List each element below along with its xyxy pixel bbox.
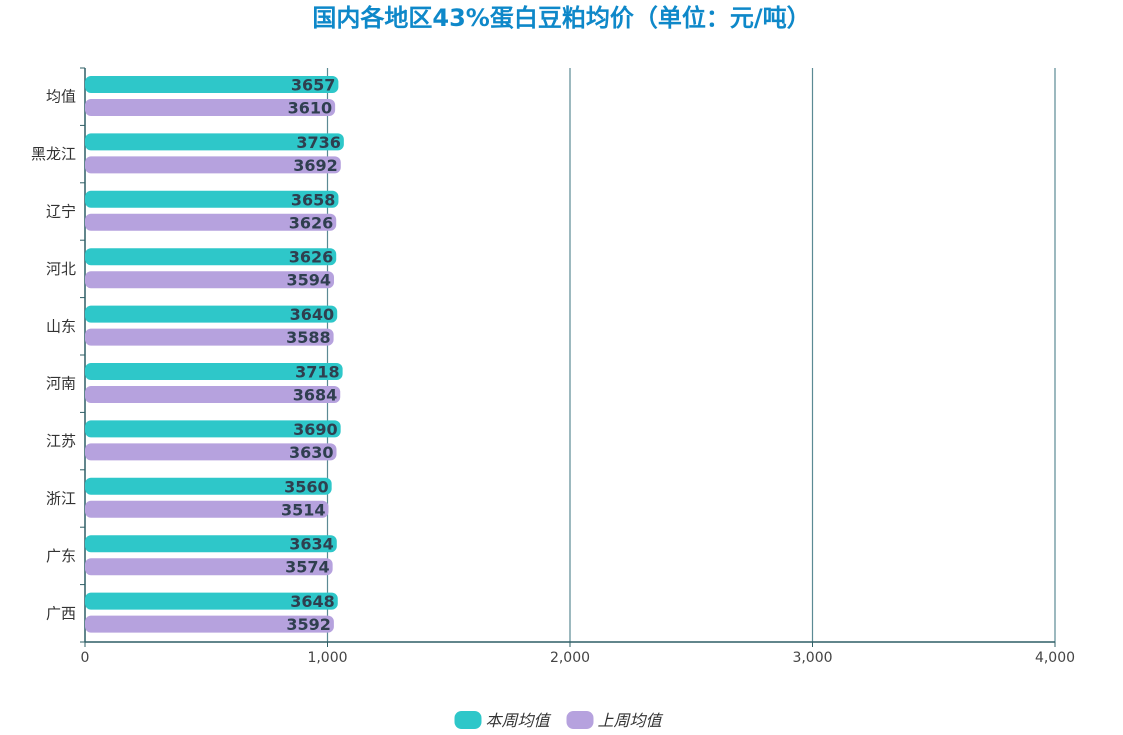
category-label: 均值 <box>46 88 76 106</box>
data-label: 3560 <box>284 477 329 496</box>
bar-this-week[interactable] <box>85 76 339 93</box>
data-label: 3692 <box>293 156 338 175</box>
category-label: 辽宁 <box>46 203 76 221</box>
category-label: 河北 <box>46 260 76 278</box>
data-label: 3657 <box>291 76 336 95</box>
data-label: 3630 <box>289 443 334 462</box>
data-label: 3588 <box>286 328 331 347</box>
category-label: 广西 <box>46 604 76 622</box>
data-label: 3640 <box>290 305 335 324</box>
bar-this-week[interactable] <box>85 305 338 323</box>
legend-label[interactable]: 上周均值 <box>598 711 664 730</box>
category-label: 广东 <box>46 547 76 565</box>
bar-last-week[interactable] <box>85 443 337 461</box>
x-tick-label: 3,000 <box>792 650 832 666</box>
legend-swatch[interactable] <box>454 711 482 729</box>
category-label: 浙江 <box>46 490 76 508</box>
bar-this-week[interactable] <box>85 420 341 438</box>
bar-last-week[interactable] <box>85 386 341 403</box>
data-label: 3648 <box>290 592 335 611</box>
bar-last-week[interactable] <box>85 99 336 116</box>
bar-last-week[interactable] <box>85 500 329 518</box>
data-label: 3514 <box>281 500 326 519</box>
data-label: 3690 <box>293 420 338 439</box>
data-label: 3718 <box>295 363 340 382</box>
data-label: 3626 <box>289 248 334 267</box>
data-label: 3574 <box>285 558 330 577</box>
category-label: 黑龙江 <box>31 145 76 163</box>
bar-last-week[interactable] <box>85 213 337 231</box>
bar-this-week[interactable] <box>85 477 332 495</box>
bar-last-week[interactable] <box>85 558 333 576</box>
data-label: 3626 <box>289 213 334 232</box>
x-tick-label: 0 <box>81 650 90 666</box>
x-tick-label: 2,000 <box>550 650 590 666</box>
category-label: 江苏 <box>46 432 76 450</box>
category-label: 河南 <box>46 375 76 393</box>
legend-label[interactable]: 本周均值 <box>486 711 552 730</box>
bar-this-week[interactable] <box>85 133 344 151</box>
legend-swatch[interactable] <box>566 711 594 729</box>
x-tick-label: 1,000 <box>307 650 347 666</box>
data-label: 3634 <box>289 535 334 554</box>
data-label: 3684 <box>293 386 338 405</box>
bar-this-week[interactable] <box>85 363 343 380</box>
x-tick-label: 4,000 <box>1035 650 1075 666</box>
data-label: 3592 <box>286 615 331 634</box>
data-label: 3594 <box>286 271 331 290</box>
bar-last-week[interactable] <box>85 615 334 633</box>
chart-title: 国内各地区43%蛋白豆粕均价（单位：元/吨） <box>312 4 811 32</box>
category-label: 山东 <box>46 317 76 335</box>
data-label: 3658 <box>291 190 336 209</box>
bar-last-week[interactable] <box>85 156 341 174</box>
bar-last-week[interactable] <box>85 328 334 346</box>
bar-this-week[interactable] <box>85 248 337 266</box>
bar-this-week[interactable] <box>85 592 338 610</box>
data-label: 3610 <box>288 99 333 118</box>
bar-this-week[interactable] <box>85 535 337 553</box>
bar-this-week[interactable] <box>85 190 339 208</box>
bar-last-week[interactable] <box>85 271 335 289</box>
data-label: 3736 <box>296 133 341 152</box>
